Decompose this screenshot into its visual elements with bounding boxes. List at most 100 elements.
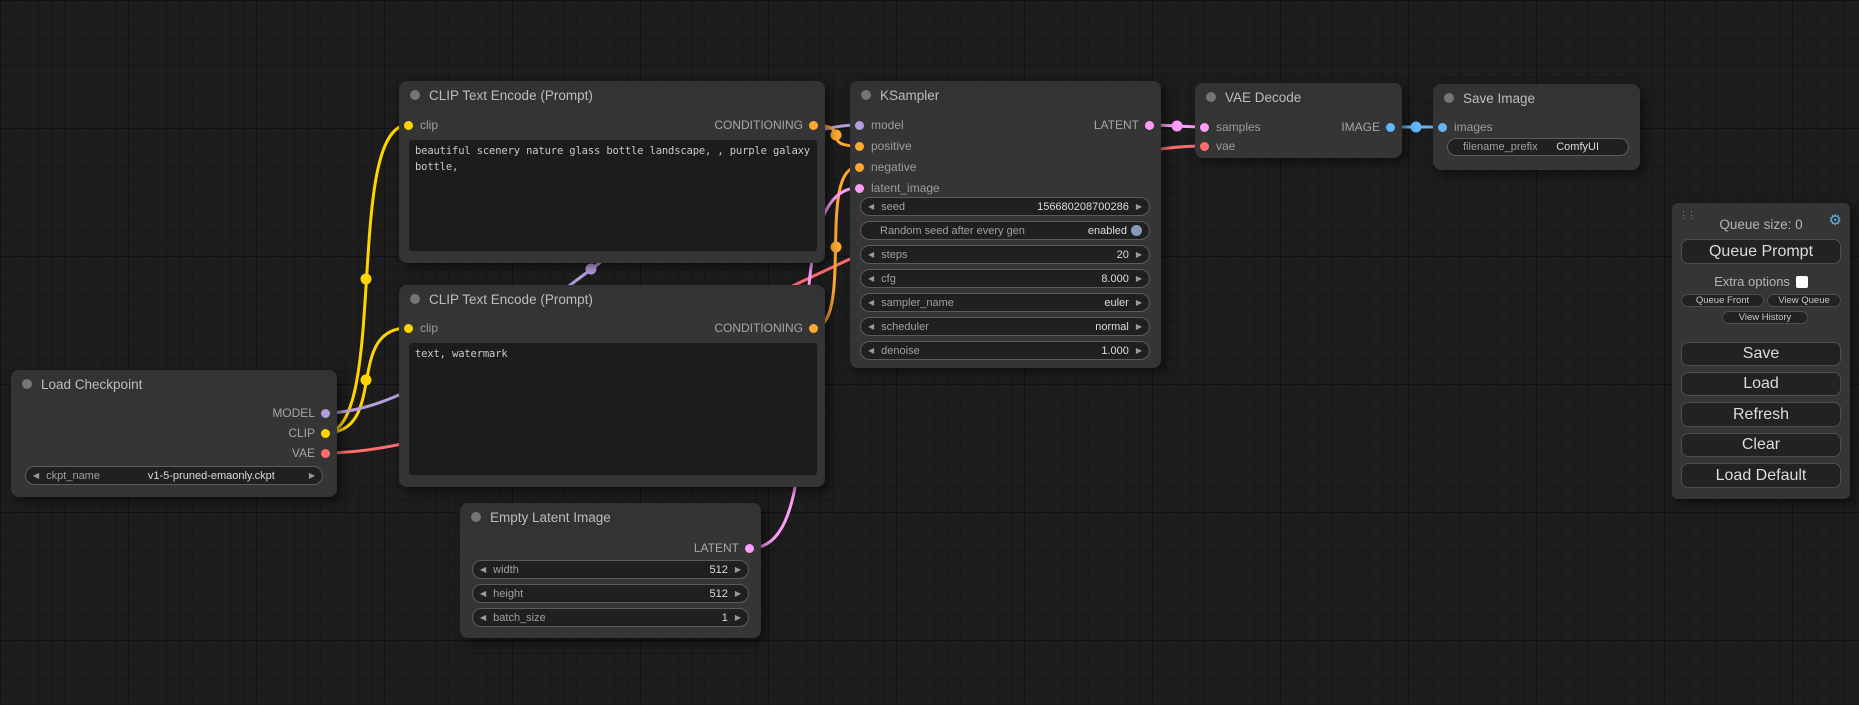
decrement-icon[interactable]: ◀ bbox=[868, 346, 875, 355]
node-title: Load Checkpoint bbox=[41, 376, 143, 392]
output-port-image[interactable] bbox=[1385, 122, 1395, 132]
seed-widget[interactable]: ◀ seed 156680208700286 ▶ bbox=[860, 197, 1150, 216]
load-default-button[interactable]: Load Default bbox=[1681, 463, 1841, 488]
node-title-bar[interactable]: KSampler bbox=[850, 81, 1161, 109]
input-port-negative[interactable] bbox=[854, 162, 864, 172]
node-title: Empty Latent Image bbox=[490, 509, 611, 525]
input-label-positive: positive bbox=[871, 139, 912, 153]
load-button[interactable]: Load bbox=[1681, 372, 1841, 396]
node-load-checkpoint: Load Checkpoint MODEL CLIP VAE ◀ ckpt_na… bbox=[11, 370, 337, 497]
widget-value: ComfyUI bbox=[1556, 141, 1599, 153]
ckpt-name-widget[interactable]: ◀ ckpt_name v1-5-pruned-emaonly.ckpt ▶ bbox=[25, 466, 323, 485]
decrement-icon[interactable]: ◀ bbox=[868, 250, 875, 259]
prev-value-icon[interactable]: ◀ bbox=[868, 322, 875, 331]
increment-icon[interactable]: ▶ bbox=[1135, 250, 1142, 259]
decrement-icon[interactable]: ◀ bbox=[868, 274, 875, 283]
widget-label: seed bbox=[881, 200, 906, 213]
node-title-bar[interactable]: Save Image bbox=[1433, 84, 1640, 112]
output-port-conditioning[interactable] bbox=[808, 120, 818, 130]
output-port-clip[interactable] bbox=[320, 428, 330, 438]
widget-value: normal bbox=[1095, 320, 1129, 333]
input-port-vae[interactable] bbox=[1199, 141, 1209, 151]
widget-label: width bbox=[493, 563, 519, 576]
settings-gear-icon[interactable]: ⚙ bbox=[1828, 212, 1842, 229]
filename-prefix-widget[interactable]: filename_prefix ComfyUI bbox=[1447, 138, 1629, 156]
next-value-icon[interactable]: ▶ bbox=[1135, 322, 1142, 331]
positive-prompt-textarea[interactable]: beautiful scenery nature glass bottle la… bbox=[409, 140, 817, 251]
collapse-dot-icon[interactable] bbox=[1206, 92, 1216, 102]
height-widget[interactable]: ◀ height 512 ▶ bbox=[472, 584, 749, 603]
node-title: KSampler bbox=[880, 87, 940, 103]
node-title-bar[interactable]: Load Checkpoint bbox=[11, 370, 337, 398]
output-port-latent[interactable] bbox=[744, 543, 754, 553]
prev-value-icon[interactable]: ◀ bbox=[868, 298, 875, 307]
next-value-icon[interactable]: ▶ bbox=[1135, 298, 1142, 307]
next-value-icon[interactable]: ▶ bbox=[308, 471, 315, 480]
node-title: CLIP Text Encode (Prompt) bbox=[429, 87, 593, 103]
negative-prompt-textarea[interactable]: text, watermark bbox=[409, 343, 817, 475]
queue-front-button[interactable]: Queue Front bbox=[1681, 294, 1764, 307]
increment-icon[interactable]: ▶ bbox=[1135, 202, 1142, 211]
clear-button[interactable]: Clear bbox=[1681, 433, 1841, 457]
node-title-bar[interactable]: CLIP Text Encode (Prompt) bbox=[399, 81, 825, 109]
view-history-button[interactable]: View History bbox=[1722, 311, 1808, 324]
decrement-icon[interactable]: ◀ bbox=[480, 589, 487, 598]
collapse-dot-icon[interactable] bbox=[1444, 93, 1454, 103]
drag-handle-icon[interactable]: ⋮⋮ bbox=[1679, 210, 1696, 220]
widget-label: ckpt_name bbox=[46, 469, 100, 482]
node-title-bar[interactable]: CLIP Text Encode (Prompt) bbox=[399, 285, 825, 313]
node-title-bar[interactable]: VAE Decode bbox=[1195, 83, 1402, 111]
output-label-latent: LATENT bbox=[1093, 118, 1139, 132]
width-widget[interactable]: ◀ width 512 ▶ bbox=[472, 560, 749, 579]
collapse-dot-icon[interactable] bbox=[410, 294, 420, 304]
increment-icon[interactable]: ▶ bbox=[1135, 274, 1142, 283]
output-label-conditioning: CONDITIONING bbox=[714, 321, 803, 335]
collapse-dot-icon[interactable] bbox=[22, 379, 32, 389]
batch-size-widget[interactable]: ◀ batch_size 1 ▶ bbox=[472, 608, 749, 627]
refresh-button[interactable]: Refresh bbox=[1681, 402, 1841, 427]
collapse-dot-icon[interactable] bbox=[410, 90, 420, 100]
input-port-clip[interactable] bbox=[403, 323, 413, 333]
node-title-bar[interactable]: Empty Latent Image bbox=[460, 503, 761, 531]
cfg-widget[interactable]: ◀ cfg 8.000 ▶ bbox=[860, 269, 1150, 288]
input-port-samples[interactable] bbox=[1199, 122, 1209, 132]
widget-value: 20 bbox=[1116, 248, 1129, 261]
extra-options-checkbox[interactable] bbox=[1795, 275, 1808, 288]
collapse-dot-icon[interactable] bbox=[471, 512, 481, 522]
output-port-vae[interactable] bbox=[320, 448, 330, 458]
toggle-on-indicator[interactable] bbox=[1131, 225, 1142, 236]
widget-label: height bbox=[493, 587, 524, 600]
view-queue-button[interactable]: View Queue bbox=[1767, 294, 1841, 307]
increment-icon[interactable]: ▶ bbox=[734, 565, 741, 574]
input-port-positive[interactable] bbox=[854, 141, 864, 151]
output-port-conditioning[interactable] bbox=[808, 323, 818, 333]
collapse-dot-icon[interactable] bbox=[861, 90, 871, 100]
widget-value: 1.000 bbox=[1101, 344, 1129, 357]
steps-widget[interactable]: ◀ steps 20 ▶ bbox=[860, 245, 1150, 264]
output-port-latent[interactable] bbox=[1144, 120, 1154, 130]
decrement-icon[interactable]: ◀ bbox=[480, 565, 487, 574]
widget-value: 156680208700286 bbox=[1037, 200, 1129, 213]
input-port-model[interactable] bbox=[854, 120, 864, 130]
increment-icon[interactable]: ▶ bbox=[734, 589, 741, 598]
input-port-images[interactable] bbox=[1437, 122, 1447, 132]
increment-icon[interactable]: ▶ bbox=[734, 613, 741, 622]
input-port-latent-image[interactable] bbox=[854, 183, 864, 193]
prev-value-icon[interactable]: ◀ bbox=[33, 471, 40, 480]
denoise-widget[interactable]: ◀ denoise 1.000 ▶ bbox=[860, 341, 1150, 360]
widget-label: filename_prefix bbox=[1463, 141, 1538, 153]
output-port-model[interactable] bbox=[320, 408, 330, 418]
queue-prompt-button[interactable]: Queue Prompt bbox=[1681, 239, 1841, 264]
input-label-negative: negative bbox=[871, 160, 917, 174]
input-port-clip[interactable] bbox=[403, 120, 413, 130]
decrement-icon[interactable]: ◀ bbox=[868, 202, 875, 211]
save-button[interactable]: Save bbox=[1681, 342, 1841, 366]
scheduler-widget[interactable]: ◀ scheduler normal ▶ bbox=[860, 317, 1150, 336]
decrement-icon[interactable]: ◀ bbox=[480, 613, 487, 622]
input-label-clip: clip bbox=[420, 118, 439, 132]
sampler-name-widget[interactable]: ◀ sampler_name euler ▶ bbox=[860, 293, 1150, 312]
node-save-image: Save Image images filename_prefix ComfyU… bbox=[1433, 84, 1640, 170]
random-seed-toggle-widget[interactable]: Random seed after every gen enabled bbox=[860, 221, 1150, 240]
increment-icon[interactable]: ▶ bbox=[1135, 346, 1142, 355]
